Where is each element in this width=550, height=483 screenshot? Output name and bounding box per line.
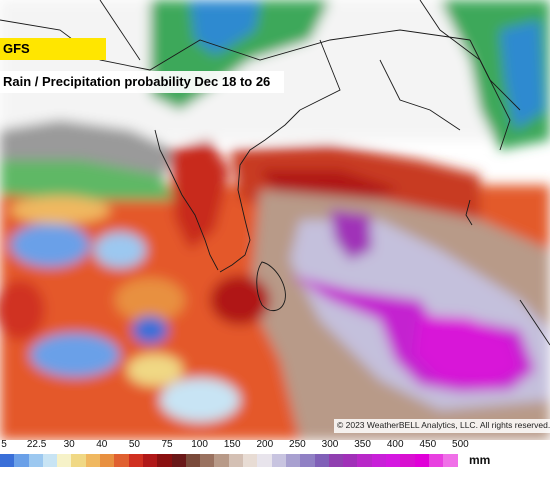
copyright-notice: © 2023 WeatherBELL Analytics, LLC. All r… [337, 420, 550, 430]
legend-swatch [271, 454, 286, 467]
legend-swatch [314, 454, 329, 467]
legend-swatch [443, 454, 458, 467]
model-label: GFS [3, 41, 30, 56]
legend-swatch [428, 454, 444, 467]
legend-tick: 200 [256, 439, 274, 450]
legend-swatch [200, 454, 215, 467]
legend-swatch [114, 454, 129, 467]
copyright-background [334, 419, 550, 433]
legend-swatch [142, 454, 158, 467]
legend-tick: 30 [63, 439, 75, 450]
legend-swatch [100, 454, 115, 467]
legend-swatch [228, 454, 244, 467]
legend-tick: 22.5 [26, 439, 47, 450]
legend-swatch [300, 454, 315, 467]
legend-swatch [128, 454, 143, 467]
legend-swatch [243, 454, 258, 467]
legend-swatch [214, 454, 229, 467]
legend-swatch [14, 454, 29, 467]
legend-swatch [328, 454, 344, 467]
legend-tick-labels: 5 22.5 30 40 50 75 100 150 200 250 300 350 400 450 500 [0, 439, 550, 453]
legend-swatch [157, 454, 172, 467]
legend-swatch [400, 454, 415, 467]
legend-tick: 300 [321, 439, 339, 450]
legend-swatch [28, 454, 43, 467]
legend-swatch [0, 454, 15, 467]
legend-tick: 5 [1, 439, 7, 450]
title-background [0, 71, 284, 93]
legend-swatch [386, 454, 401, 467]
legend-tick: 75 [161, 439, 173, 450]
legend-swatch [357, 454, 372, 467]
legend-unit: mm [469, 453, 491, 467]
legend-swatch [42, 454, 58, 467]
legend-swatch [257, 454, 272, 467]
precipitation-map [0, 0, 550, 440]
legend-tick: 40 [96, 439, 108, 450]
legend-swatch [285, 454, 301, 467]
legend-swatch [71, 454, 86, 467]
legend-tick: 450 [419, 439, 437, 450]
legend-swatch [85, 454, 101, 467]
legend-swatch [414, 454, 429, 467]
legend-tick: 150 [223, 439, 241, 450]
legend-tick: 50 [128, 439, 140, 450]
legend-tick: 100 [191, 439, 208, 450]
legend-tick: 500 [452, 439, 469, 450]
model-badge [0, 38, 106, 60]
legend-tick: 400 [386, 439, 404, 450]
legend-swatch [57, 454, 72, 467]
legend-swatch [185, 454, 201, 467]
legend-colorbar [0, 454, 458, 467]
legend-tick: 250 [289, 439, 306, 450]
legend-swatch [343, 454, 358, 467]
legend-tick: 350 [354, 439, 371, 450]
legend-swatch [371, 454, 387, 467]
legend-swatch [171, 454, 186, 467]
map-title: Rain / Precipitation probability Dec 18 … [3, 74, 271, 89]
